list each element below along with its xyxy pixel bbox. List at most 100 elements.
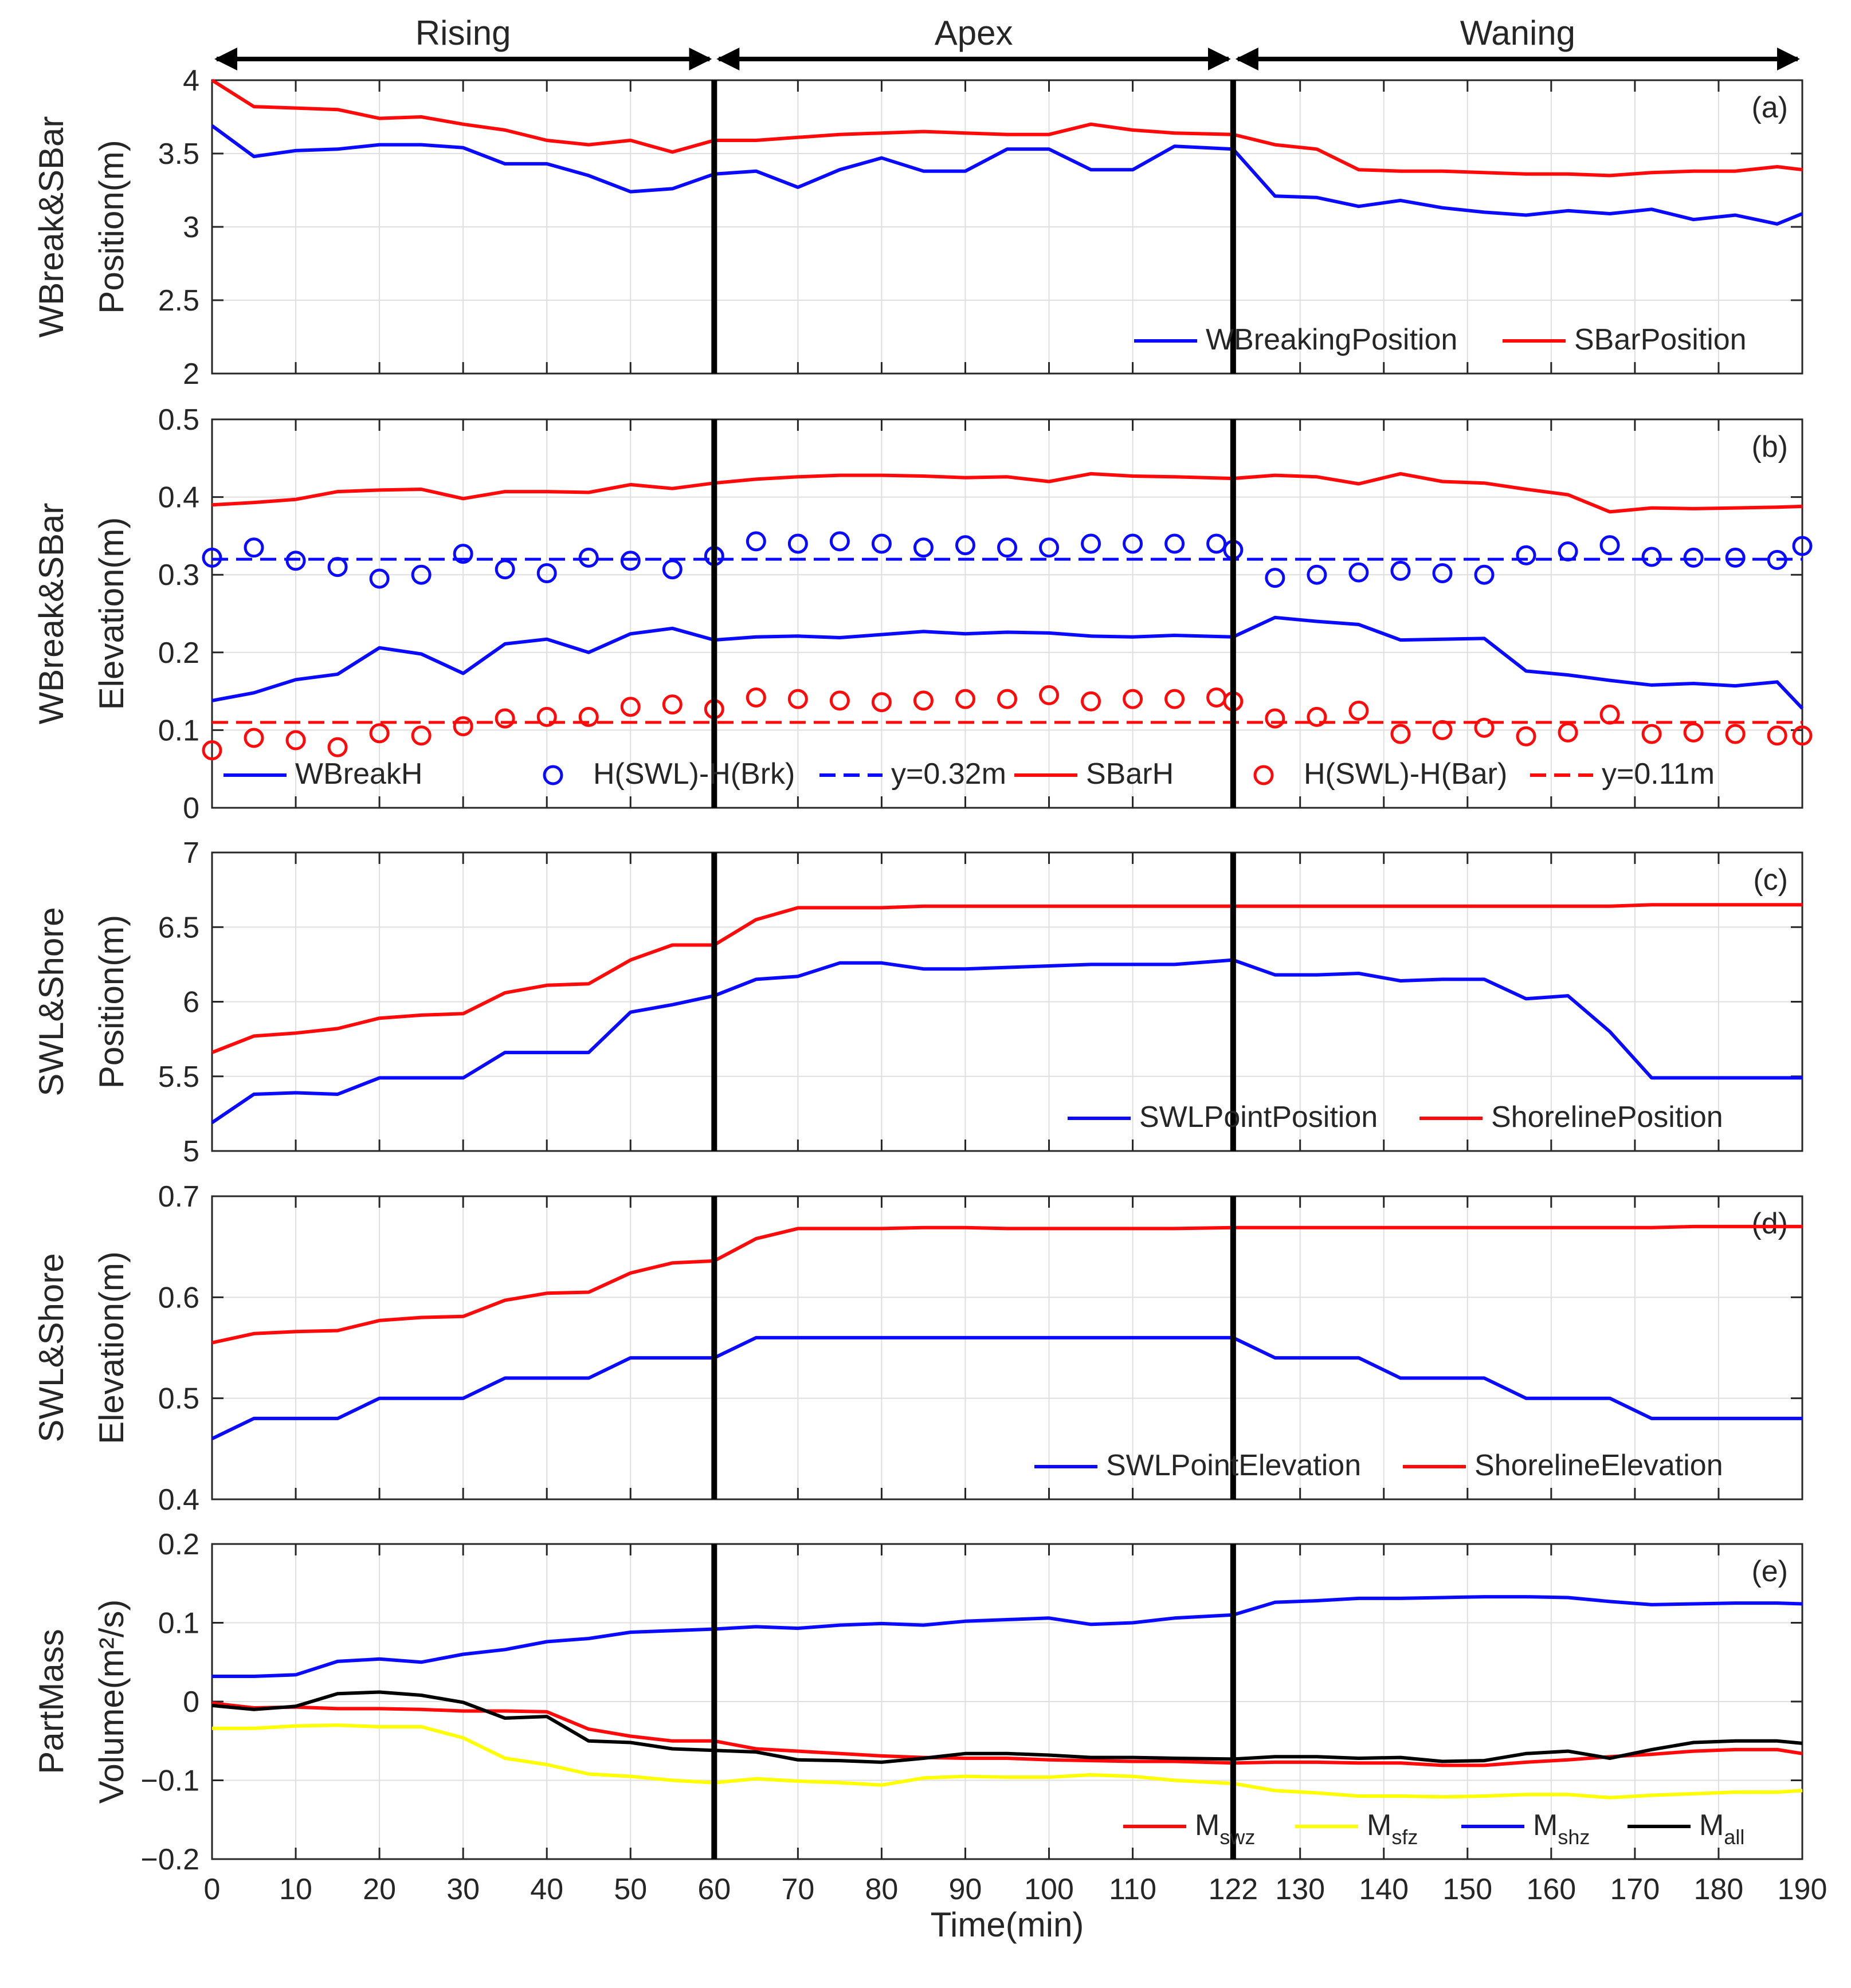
x-tick-label: 90: [949, 1873, 982, 1906]
panels-layer: 2 2.5 3 3.5 4 WBreak&SBar Position(m) (a) WBreak…: [32, 64, 1813, 1876]
x-tick-label: 20: [363, 1873, 396, 1906]
data-point-H(SWL)-H(Brk): [495, 559, 515, 580]
data-point-H(SWL)-H(Brk): [620, 551, 641, 571]
legend-entry-SBarH: SBarH: [1014, 757, 1174, 791]
data-point-H(SWL)-H(Brk): [913, 537, 934, 558]
y-axis-title-line1: WBreak&SBar: [32, 503, 70, 725]
series-line-SBarH: [211, 472, 1803, 514]
y-tick-label: 4: [183, 64, 199, 97]
legend-label: SBarH: [1086, 757, 1174, 791]
data-point-H(SWL)-H(Brk): [1725, 547, 1746, 568]
data-point-H(SWL)-H(Bar): [829, 690, 850, 711]
x-tick-label: 0: [204, 1873, 221, 1906]
series-group-d: [211, 1224, 1802, 1440]
legend-label: Mshz: [1533, 1809, 1590, 1849]
y-axis-title-line1: WBreak&SBar: [32, 116, 70, 338]
data-point-H(SWL)-H(Bar): [1307, 706, 1327, 727]
data-point-H(SWL)-H(Bar): [1516, 726, 1536, 747]
data-point-H(SWL)-H(Bar): [1123, 689, 1143, 709]
data-point-H(SWL)-H(Brk): [1164, 533, 1185, 554]
series-line-Mall: [211, 1690, 1803, 1764]
legend-label: ShorelineElevation: [1474, 1449, 1723, 1482]
data-point-H(SWL)-H(Brk): [787, 533, 808, 554]
data-point-H(SWL)-H(Bar): [913, 690, 934, 711]
y-tick-label: −0.2: [140, 1843, 199, 1876]
legend-label: WBreakH: [295, 757, 422, 791]
legend-label: ShorelinePosition: [1491, 1101, 1723, 1134]
y-tick-label: 0.5: [158, 403, 199, 437]
legend-label: y=0.32m: [891, 757, 1006, 791]
x-tick-label: 160: [1526, 1873, 1576, 1906]
y-tick-label: 0.1: [158, 714, 199, 747]
x-tick-label: 180: [1694, 1873, 1744, 1906]
data-point-H(SWL)-H(Brk): [871, 533, 892, 554]
x-tick-label: 10: [279, 1873, 312, 1906]
shared-x-axis: 0 10 20 30 40 50 60 70 80 90 100 110 122 130 140 150 160…: [204, 1873, 1828, 1944]
data-point-H(SWL)-H(Bar): [1348, 701, 1369, 721]
legend-entry-H(SWL)-H(Brk): H(SWL)-H(Brk): [543, 757, 795, 791]
y-tick-label: 0.4: [158, 481, 199, 514]
series-group-e: [211, 1595, 1803, 1800]
y-tick-label: 5.5: [158, 1060, 199, 1094]
data-point-H(SWL)-H(Bar): [495, 708, 515, 729]
legend-entry-SWLPointPosition: SWLPointPosition: [1068, 1101, 1378, 1134]
y-tick-label: 0.3: [158, 559, 199, 592]
x-tick-label: 50: [614, 1873, 647, 1906]
y-axis-title-line2: Elevation(m): [92, 1251, 131, 1444]
data-point-H(SWL)-H(Brk): [1474, 564, 1495, 585]
legend-entry-Mswz: Mswz: [1123, 1809, 1255, 1849]
legend-label: H(SWL)-H(Brk): [593, 757, 795, 791]
data-point-H(SWL)-H(Brk): [411, 564, 432, 585]
data-point-H(SWL)-H(Bar): [1641, 724, 1662, 744]
x-axis-title: Time(min): [931, 1906, 1084, 1944]
phase-label-Waning: Waning: [1460, 14, 1575, 52]
series-line-SWLPointPosition: [211, 958, 1802, 1124]
data-point-H(SWL)-H(Brk): [1641, 547, 1662, 567]
x-tick-label: 80: [865, 1873, 898, 1906]
data-point-H(SWL)-H(Bar): [1206, 687, 1227, 708]
data-point-H(SWL)-H(Brk): [1390, 560, 1411, 581]
data-point-H(SWL)-H(Brk): [1307, 564, 1327, 585]
x-tick-label: 110: [1109, 1873, 1156, 1906]
series-line-WBreakH: [211, 615, 1804, 710]
y-tick-label: 3: [183, 211, 199, 244]
panel-label: (e): [1751, 1555, 1788, 1588]
data-point-H(SWL)-H(Bar): [1599, 704, 1620, 725]
data-point-H(SWL)-H(Bar): [1390, 724, 1411, 744]
data-point-H(SWL)-H(Bar): [578, 706, 599, 727]
data-point-H(SWL)-H(Bar): [620, 697, 641, 717]
data-point-H(SWL)-H(Bar): [746, 687, 766, 708]
data-point-H(SWL)-H(Brk): [1081, 533, 1101, 554]
y-tick-label: 5: [183, 1135, 199, 1168]
data-point-H(SWL)-H(Bar): [1081, 691, 1101, 712]
panel-d: 0.4 0.5 0.6 0.7 SWL&Shore Elevation(m) (d) SWLP…: [32, 1180, 1803, 1516]
x-tick-label: 170: [1610, 1873, 1660, 1906]
data-point-H(SWL)-H(Bar): [955, 689, 975, 709]
data-point-H(SWL)-H(Bar): [1558, 722, 1578, 742]
data-point-H(SWL)-H(Brk): [453, 544, 473, 564]
series-line-ShorelineElevation: [211, 1224, 1802, 1345]
data-point-H(SWL)-H(Brk): [536, 563, 557, 583]
data-point-H(SWL)-H(Bar): [536, 706, 557, 727]
legend-b: WBreakH H(SWL)-H(Brk) y=0.32m SBarH H(SWL)-H…: [223, 757, 1715, 791]
panel-c: 5 5.5 6 6.5 7 SWL&Shore Position(m) (c) SWLPoint…: [32, 836, 1803, 1168]
y-tick-label: 0.7: [158, 1180, 199, 1213]
data-point-H(SWL)-H(Brk): [1792, 536, 1813, 556]
y-tick-label: 0: [183, 792, 199, 825]
data-point-H(SWL)-H(Brk): [1039, 537, 1060, 558]
data-point-H(SWL)-H(Brk): [578, 547, 599, 568]
axes-frame-d: [211, 1195, 1803, 1500]
x-tick-label: 30: [446, 1873, 480, 1906]
data-point-H(SWL)-H(Bar): [1474, 717, 1495, 738]
y-axis-title-line1: PartMass: [32, 1629, 70, 1774]
series-line-WBreakingPosition: [211, 124, 1803, 226]
data-point-H(SWL)-H(Bar): [1039, 685, 1060, 705]
legend-e: Mswz Msfz Mshz Mall: [1123, 1809, 1744, 1849]
y-tick-label: 0.2: [158, 1528, 199, 1561]
series-line-Mshz: [212, 1595, 1803, 1678]
grid-a: [211, 80, 1803, 374]
legend-c: SWLPointPosition ShorelinePosition: [1068, 1101, 1723, 1134]
series-line-ShorelinePosition: [211, 903, 1802, 1054]
data-point-H(SWL)-H(Brk): [244, 537, 264, 558]
series-group-a: [211, 78, 1803, 226]
